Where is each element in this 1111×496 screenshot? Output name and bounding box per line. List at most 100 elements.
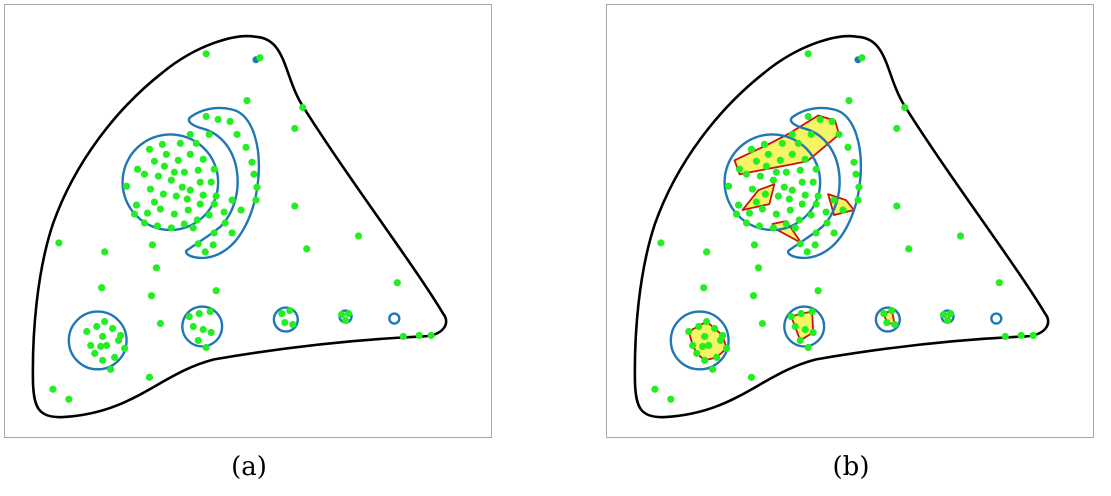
point-17 [758, 319, 766, 328]
point-55 [946, 309, 955, 318]
point-101 [795, 216, 803, 224]
point-112 [752, 198, 761, 206]
point-25 [183, 195, 191, 203]
point-12 [98, 284, 106, 292]
point-48 [194, 336, 202, 345]
point-66 [210, 229, 218, 237]
panel-a [4, 4, 492, 438]
point-29 [711, 324, 719, 333]
point-37 [722, 344, 731, 352]
point-59 [252, 196, 260, 204]
point-87 [159, 190, 167, 198]
point-39 [97, 342, 105, 351]
point-13 [750, 241, 759, 249]
point-31 [705, 341, 713, 350]
point-74 [150, 157, 159, 165]
point-36 [87, 341, 95, 350]
point-117 [732, 210, 741, 218]
point-92 [745, 209, 754, 217]
point-116 [145, 145, 154, 153]
point-104 [176, 139, 184, 147]
point-16 [212, 287, 220, 295]
point-33 [99, 356, 107, 364]
point-8 [354, 232, 363, 240]
point-50 [880, 309, 888, 318]
point-68 [844, 143, 852, 151]
point-18 [145, 373, 154, 381]
point-86 [748, 185, 757, 193]
point-78 [199, 155, 207, 163]
point-41 [717, 336, 725, 345]
point-19 [49, 385, 57, 393]
point-56 [943, 316, 952, 325]
point-14 [754, 264, 763, 272]
point-53 [289, 320, 297, 329]
point-65 [803, 248, 811, 256]
point-72 [816, 115, 824, 124]
point-88 [172, 192, 180, 200]
point-35 [685, 327, 693, 336]
domain-boundary [31, 34, 448, 419]
point-45 [791, 322, 799, 331]
point-4 [893, 124, 901, 133]
point-110 [780, 183, 788, 191]
point-16 [814, 287, 822, 295]
point-81 [756, 172, 764, 180]
point-38 [701, 332, 709, 341]
point-89 [186, 186, 194, 194]
point-76 [174, 156, 182, 164]
point-81 [154, 172, 162, 180]
point-76 [776, 156, 784, 164]
point-95 [786, 206, 794, 214]
point-113 [212, 192, 220, 200]
circle-region-6 [990, 312, 1003, 325]
point-63 [811, 241, 819, 249]
point-66 [812, 229, 820, 237]
point-6 [893, 202, 901, 210]
point-62 [228, 229, 236, 237]
point-51 [286, 307, 294, 315]
point-52 [883, 318, 891, 327]
point-85 [207, 178, 215, 186]
point-11 [101, 248, 109, 256]
point-58 [253, 183, 261, 191]
point-34 [709, 365, 717, 373]
circle-region-6 [388, 312, 401, 325]
circle-region-3 [783, 305, 826, 348]
point-57 [852, 170, 860, 178]
point-88 [774, 192, 782, 200]
circle-region-2 [669, 310, 730, 371]
point-21 [1001, 332, 1009, 341]
point-82 [167, 176, 175, 184]
point-85 [809, 178, 817, 186]
point-75 [764, 150, 772, 158]
point-110 [178, 183, 186, 191]
point-17 [156, 319, 164, 328]
point-32 [713, 353, 721, 361]
point-43 [797, 309, 805, 318]
point-44 [206, 307, 214, 316]
point-61 [220, 208, 228, 216]
hull-polygon-5 [733, 114, 840, 176]
point-61 [822, 208, 830, 216]
circle-region-2 [67, 310, 128, 371]
point-24 [133, 165, 142, 173]
point-98 [153, 222, 162, 230]
point-103 [760, 140, 768, 148]
point-74 [752, 157, 761, 165]
point-12 [700, 284, 708, 292]
point-59 [854, 196, 862, 204]
caption-b: (b) [832, 452, 870, 482]
point-63 [209, 241, 217, 249]
point-112 [150, 198, 159, 206]
point-98 [755, 222, 764, 230]
point-118 [122, 182, 131, 190]
point-43 [195, 309, 203, 318]
point-73 [804, 112, 812, 121]
point-25 [785, 195, 793, 203]
point-69 [850, 158, 858, 166]
point-62 [830, 229, 838, 237]
point-100 [782, 220, 790, 228]
domain-boundary [633, 34, 1050, 419]
point-92 [143, 209, 152, 217]
